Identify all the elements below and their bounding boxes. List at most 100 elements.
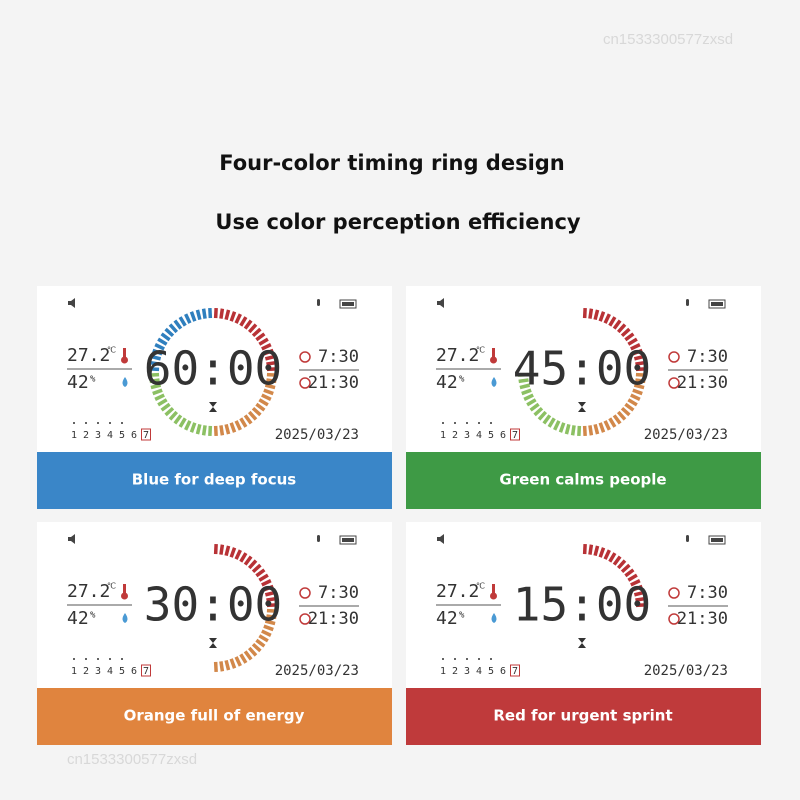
- weekday: 5: [488, 666, 494, 677]
- weekday: 7: [512, 430, 518, 441]
- ring-segment: [608, 316, 617, 327]
- ring-segment: [152, 348, 163, 356]
- ring-segment: [608, 552, 617, 563]
- weekday-dot: [109, 658, 111, 660]
- ring-segment: [258, 337, 269, 346]
- date: 2025/03/23: [275, 663, 359, 679]
- ring-segment: [603, 420, 611, 431]
- ring-segment: [189, 422, 197, 433]
- weekday: 4: [107, 666, 113, 677]
- humidity: 42: [436, 372, 458, 393]
- ring-segment: [627, 573, 638, 582]
- ring-segment: [547, 417, 556, 428]
- ring-segment: [603, 549, 611, 560]
- ring-segment: [518, 378, 529, 384]
- weekday-dot: [454, 422, 456, 424]
- ring-segment: [239, 417, 248, 428]
- ring-segment: [632, 388, 643, 396]
- caption-band: [406, 452, 761, 509]
- ring-segment: [633, 354, 645, 361]
- thermometer-icon: [492, 348, 495, 358]
- ring-segment: [149, 378, 160, 384]
- alarm-time: 7:30: [687, 583, 728, 603]
- ring-segment: [519, 383, 531, 390]
- drop-icon: [491, 613, 497, 623]
- ring-segment: [598, 422, 606, 433]
- weekday: 3: [95, 430, 101, 441]
- drop-icon: [491, 377, 497, 387]
- ring-segment: [219, 544, 225, 555]
- ring-segment: [229, 547, 237, 558]
- weekday: 2: [452, 666, 458, 677]
- ring-segment: [239, 316, 248, 327]
- alarm-icon: [299, 351, 311, 363]
- weekday: 4: [107, 430, 113, 441]
- ring-segment: [157, 337, 168, 346]
- ring-segment: [263, 584, 274, 592]
- ring-segment: [243, 555, 253, 566]
- humidity: 42: [67, 608, 89, 629]
- battery-level: [342, 302, 354, 306]
- weekday-dot: [490, 658, 492, 660]
- ring-segment: [261, 579, 272, 587]
- ring-segment: [224, 309, 231, 321]
- weekday: 2: [452, 430, 458, 441]
- timer: 15:00: [513, 578, 651, 632]
- thermometer-icon: [492, 584, 495, 594]
- ring-segment: [154, 343, 165, 351]
- ring-segment: [247, 646, 258, 657]
- ring-segment: [195, 309, 202, 321]
- ring-segment: [620, 327, 631, 338]
- weekday-dot: [121, 422, 123, 424]
- ring-segment: [251, 406, 262, 417]
- caption: Blue for deep focus: [132, 471, 297, 489]
- ring-segment: [243, 650, 253, 661]
- ring-segment: [234, 313, 242, 324]
- weekday: 4: [476, 666, 482, 677]
- ring-segment: [633, 590, 645, 597]
- drop-icon: [122, 613, 128, 623]
- ring-segment: [219, 425, 225, 436]
- ring-segment: [154, 393, 165, 401]
- thermometer-bulb: [121, 592, 128, 600]
- ring-segment: [150, 354, 162, 361]
- ring-segment: [635, 596, 646, 602]
- ring-segment: [612, 555, 622, 566]
- title: Four-color timing ring design: [219, 151, 565, 175]
- weekday-dot: [442, 422, 444, 424]
- ring-segment: [251, 327, 262, 338]
- caption-band: [37, 452, 392, 509]
- ring-segment: [627, 337, 638, 346]
- hourglass-icon: [578, 638, 586, 648]
- mic-icon: [686, 299, 689, 306]
- ring-segment: [593, 309, 600, 321]
- weekday: 2: [83, 430, 89, 441]
- weekday: 3: [464, 430, 470, 441]
- ring-segment: [266, 614, 277, 620]
- ring-segment: [261, 343, 272, 351]
- weekday-dot: [490, 422, 492, 424]
- alarm-time: 7:30: [318, 347, 359, 367]
- ring-segment: [558, 422, 566, 433]
- humidity-unit: %: [90, 375, 96, 385]
- ring-segment: [526, 398, 537, 407]
- ring-segment: [523, 393, 534, 401]
- battery-icon: [339, 299, 357, 309]
- ring-segment: [184, 313, 192, 324]
- ring-segment: [173, 319, 183, 330]
- ring-segment: [608, 417, 617, 428]
- battery-level: [711, 302, 723, 306]
- ring-segment: [149, 360, 160, 366]
- caption: Orange full of energy: [124, 707, 305, 725]
- ring-segment: [632, 348, 643, 356]
- date: 2025/03/23: [644, 427, 728, 443]
- weekday: 5: [488, 430, 494, 441]
- temperature: 27.2: [67, 581, 110, 602]
- ring-segment: [195, 423, 202, 435]
- ring-segment: [255, 402, 266, 412]
- battery-level: [342, 538, 354, 542]
- weekday: 6: [500, 430, 506, 441]
